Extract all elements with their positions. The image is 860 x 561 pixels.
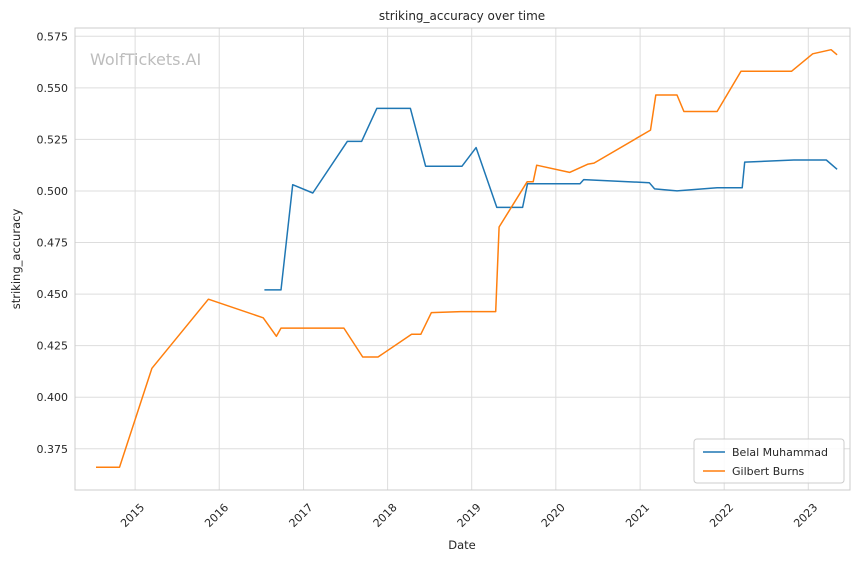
legend-box bbox=[693, 438, 845, 484]
y-tick-label: 0.525 bbox=[37, 133, 69, 146]
y-axis-ticks: 0.375 0.400 0.425 0.450 0.475 0.500 0.525 0.550… bbox=[37, 30, 69, 456]
series-lines bbox=[96, 48, 838, 469]
y-tick-label: 0.375 bbox=[37, 443, 69, 456]
y-tick-label: 0.500 bbox=[37, 185, 69, 198]
series-line-gilbert-burns bbox=[96, 48, 838, 469]
watermark: WolfTickets.AI bbox=[90, 50, 201, 69]
y-tick-label: 0.550 bbox=[37, 82, 69, 95]
legend: Belal Muhammad Gilbert Burns bbox=[693, 438, 845, 484]
y-tick-label: 0.425 bbox=[37, 340, 69, 353]
y-tick-label: 0.475 bbox=[37, 237, 69, 250]
y-tick-label: 0.450 bbox=[37, 288, 69, 301]
x-axis-label: Date bbox=[448, 538, 476, 552]
chart-title: striking_accuracy over time bbox=[379, 9, 545, 23]
series-line-belal-muhammad bbox=[264, 107, 838, 291]
legend-label-belal-muhammad: Belal Muhammad bbox=[732, 446, 828, 459]
y-tick-label: 0.400 bbox=[37, 391, 69, 404]
y-tick-label: 0.575 bbox=[37, 30, 69, 43]
plot-area-frame bbox=[74, 27, 851, 491]
grid bbox=[75, 28, 850, 490]
y-axis-label: striking_accuracy bbox=[9, 209, 23, 310]
legend-label-gilbert-burns: Gilbert Burns bbox=[732, 465, 805, 478]
